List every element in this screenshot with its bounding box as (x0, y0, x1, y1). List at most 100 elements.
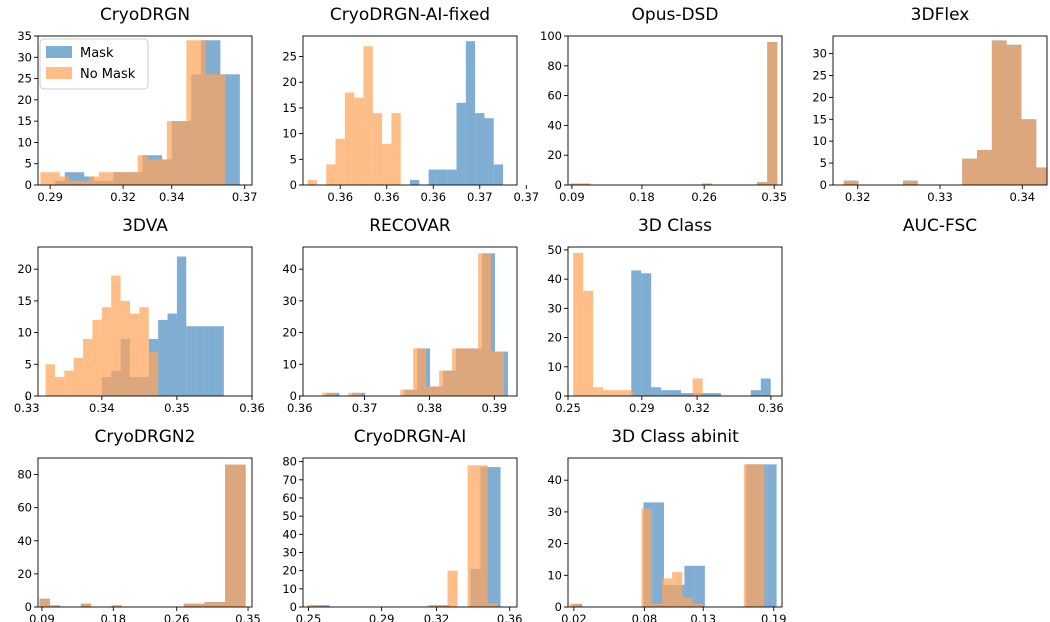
panel-cryodrgn-ai-fixed: CryoDRGN-AI-fixed 0 5 10 15 20 25 0.36 0.36 0.36 0… (282, 5, 539, 204)
panel-title: Opus-DSD (632, 5, 719, 25)
no-mask-bar (98, 172, 109, 185)
panel-3d-class-abinit: 3D Class abinit 0 10 20 30 40 0.02 0.08 0.13 0.19 (547, 427, 786, 622)
no-mask-bar (661, 578, 673, 607)
no-mask-bar (682, 597, 693, 607)
mask-bar (456, 102, 466, 185)
no-mask-bar (204, 602, 215, 607)
panel-recovar: RECOVAR 0 10 20 30 40 0.36 0.37 0.38 0.39 (282, 216, 518, 415)
y-tick-label: 5 (290, 152, 297, 166)
y-tick-label: 0 (555, 389, 562, 403)
no-mask-bar (344, 92, 355, 185)
no-mask-bar (437, 605, 448, 607)
no-mask-bar (147, 159, 158, 185)
x-tick-label: 0.37 (513, 190, 539, 204)
x-tick-label: 0.32 (845, 190, 871, 204)
panel-3dflex: 3DFlex 0 5 10 15 20 25 30 0.32 0.33 0.34 (812, 5, 1048, 204)
y-tick-label: 25 (17, 72, 32, 86)
bars-layer (843, 40, 1047, 185)
y-tick-label: 20 (547, 331, 562, 345)
no-mask-bar (194, 603, 205, 607)
no-mask-bar (477, 465, 488, 607)
y-tick-label: 0 (25, 389, 32, 403)
x-tick-label: 0.38 (417, 401, 443, 415)
no-mask-bar (573, 252, 584, 396)
no-mask-bar (977, 149, 992, 185)
panel-title: CryoDRGN-AI-fixed (330, 5, 490, 25)
y-tick-label: 30 (282, 294, 297, 308)
panel-title: AUC-FSC (903, 216, 977, 236)
no-mask-bar (45, 364, 55, 396)
panel-title: 3DFlex (911, 5, 970, 25)
y-tick-label: 50 (282, 509, 297, 523)
no-mask-bar (215, 74, 226, 185)
no-mask-bar (89, 176, 99, 185)
x-tick-label: 0.18 (629, 190, 655, 204)
no-mask-bar (225, 464, 236, 607)
no-mask-bar (467, 465, 478, 607)
axes-frame (37, 457, 253, 608)
mask-bar (760, 378, 771, 396)
no-mask-bar (757, 182, 768, 185)
bars-layer (39, 464, 246, 607)
x-tick-label: 0.08 (632, 612, 658, 622)
y-tick-label: 0 (555, 178, 562, 192)
no-mask-bar (101, 307, 112, 396)
no-mask-bar (73, 357, 84, 396)
y-tick-label: 35 (17, 29, 32, 43)
no-mask-bar (111, 605, 123, 607)
y-tick-label: 0 (555, 600, 562, 614)
panel-title: CryoDRGN-AI (354, 427, 467, 447)
panel-title: CryoDRGN2 (95, 427, 196, 447)
x-tick-label: 0.02 (561, 612, 587, 622)
no-mask-bar (767, 41, 778, 185)
mask-bar (230, 74, 240, 185)
no-mask-bar (205, 74, 216, 185)
panel-auc-fsc: AUC-FSC (903, 216, 977, 236)
y-tick-label: 10 (282, 127, 297, 141)
no-mask-bar (580, 183, 591, 185)
mask-bar (651, 387, 662, 396)
axes-frame (37, 35, 253, 186)
x-tick-label: 0.29 (629, 401, 655, 415)
mask-bar (684, 565, 695, 607)
y-tick-label: 30 (547, 505, 562, 519)
no-mask-bar (40, 172, 51, 185)
panel-opus-dsd: Opus-DSD 0 20 40 60 80 100 0.09 0.18 0.26 0.35 (540, 5, 787, 204)
y-tick-label: 40 (17, 534, 32, 548)
mask-bar (701, 393, 711, 396)
x-tick-label: 0.13 (690, 612, 716, 622)
x-tick-label: 0.25 (296, 612, 322, 622)
no-mask-bar (692, 378, 703, 396)
x-tick-label: 0.32 (684, 401, 710, 415)
x-tick-label: 0.35 (761, 190, 787, 204)
legend: Mask No Mask (39, 38, 149, 90)
x-tick-label: 0.09 (559, 190, 585, 204)
no-mask-bar (452, 348, 466, 396)
axes-frame (567, 457, 783, 608)
mask-bar (167, 313, 177, 396)
no-mask-bar (583, 290, 594, 396)
y-tick-label: 10 (547, 568, 562, 582)
x-tick-label: 0.26 (691, 190, 717, 204)
x-tick-label: 0.19 (761, 612, 787, 622)
x-tick-label: 0.39 (481, 401, 507, 415)
mask-bar (681, 393, 692, 396)
no-mask-bar (108, 172, 119, 185)
no-mask-bar (118, 172, 128, 185)
no-mask-bar (166, 121, 177, 185)
axes-frame (302, 457, 518, 608)
y-tick-label: 15 (17, 294, 32, 308)
y-tick-label: 5 (25, 357, 32, 371)
y-tick-label: 20 (812, 90, 827, 104)
no-mask-bar (1036, 167, 1047, 185)
y-tick-label: 60 (282, 491, 297, 505)
no-mask-bar (491, 351, 505, 396)
x-tick-label: 0.35 (164, 401, 190, 415)
no-mask-bar (306, 605, 317, 607)
no-mask-bar (176, 121, 187, 185)
no-mask-bar (120, 300, 130, 396)
bars-layer (40, 40, 240, 185)
no-mask-bar (129, 313, 140, 396)
no-mask-bar (137, 155, 148, 185)
no-mask-bar (363, 46, 373, 185)
